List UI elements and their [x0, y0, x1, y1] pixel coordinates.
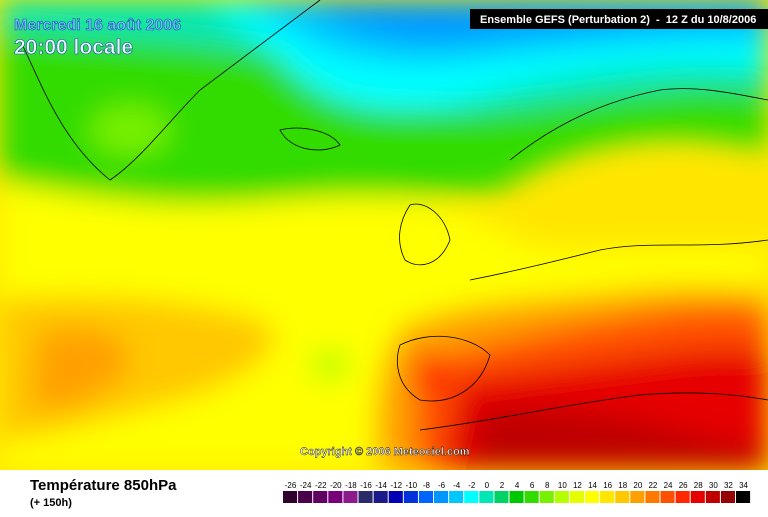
- map-time: 20:00 locale: [14, 36, 133, 59]
- legend-swatch: [494, 491, 509, 503]
- legend-label: 6: [530, 481, 535, 490]
- legend-label: 14: [588, 481, 597, 490]
- legend-swatch: [373, 491, 388, 503]
- run-label: Ensemble GEFS (Perturbation 2) - 12 Z du…: [480, 14, 756, 26]
- color-legend: -26 -24 -22 -20 -18 -16 -14 -12 -10 -8 -6 -4 -2 0 2 4 6 8…: [283, 481, 751, 503]
- legend-swatch: [645, 491, 660, 503]
- legend-label: 8: [545, 481, 550, 490]
- legend-swatch: [660, 491, 675, 503]
- legend-label: 34: [739, 481, 748, 490]
- legend-swatch: [343, 491, 358, 503]
- legend-label: -12: [390, 481, 402, 490]
- legend-swatch: [736, 491, 751, 503]
- legend-swatch: [358, 491, 373, 503]
- legend-swatch: [283, 491, 298, 503]
- copyright: Copyright © 2006 Meteociel.com: [300, 446, 470, 458]
- legend-label: 20: [633, 481, 642, 490]
- legend-label: -20: [330, 481, 342, 490]
- run-box: [470, 9, 768, 29]
- legend-swatch: [600, 491, 615, 503]
- legend-label: 32: [724, 481, 733, 490]
- legend-swatch: [615, 491, 630, 503]
- legend-swatch: [479, 491, 494, 503]
- legend-swatch: [328, 491, 343, 503]
- legend-label: 0: [485, 481, 490, 490]
- legend-label: -18: [345, 481, 357, 490]
- temperature-field: [0, 0, 768, 470]
- legend-label: 12: [573, 481, 582, 490]
- legend-label: 30: [709, 481, 718, 490]
- legend-label: 28: [694, 481, 703, 490]
- legend-swatch: [434, 491, 449, 503]
- legend-label: -8: [423, 481, 431, 490]
- legend-swatch: [720, 491, 735, 503]
- legend-label: -26: [285, 481, 297, 490]
- legend-swatch: [675, 491, 690, 503]
- legend-label: 18: [618, 481, 627, 490]
- legend-label: 10: [558, 481, 567, 490]
- legend-swatch: [418, 491, 433, 503]
- legend-swatch: [298, 491, 313, 503]
- legend-swatch: [388, 491, 403, 503]
- legend-label: 2: [500, 481, 505, 490]
- legend-label: -10: [406, 481, 418, 490]
- legend-label: -16: [360, 481, 372, 490]
- legend-swatch: [705, 491, 720, 503]
- legend-label: 22: [648, 481, 657, 490]
- footer-title: Température 850hPa: [30, 477, 177, 494]
- legend-label: -24: [300, 481, 312, 490]
- legend-swatch: [585, 491, 600, 503]
- legend-label: 24: [664, 481, 673, 490]
- legend-swatch: [524, 491, 539, 503]
- legend-swatch: [630, 491, 645, 503]
- legend-swatch: [509, 491, 524, 503]
- legend-label: -6: [438, 481, 446, 490]
- legend-label: -14: [375, 481, 387, 490]
- legend-label: 4: [515, 481, 520, 490]
- legend-label: -22: [315, 481, 327, 490]
- legend-swatch: [464, 491, 479, 503]
- legend-swatch: [554, 491, 569, 503]
- legend-label: 16: [603, 481, 612, 490]
- legend-swatch: [539, 491, 554, 503]
- legend-swatch: [313, 491, 328, 503]
- legend-label: -2: [468, 481, 476, 490]
- legend-swatch: [690, 491, 705, 503]
- legend-label: 26: [679, 481, 688, 490]
- legend-label: -4: [453, 481, 461, 490]
- legend-swatch: [569, 491, 584, 503]
- footer-lead: (+ 150h): [30, 497, 72, 509]
- coastlines: [19, 0, 768, 431]
- legend-swatch: [403, 491, 418, 503]
- legend-swatch: [449, 491, 464, 503]
- map-date: Mercredi 16 août 2006: [14, 17, 181, 34]
